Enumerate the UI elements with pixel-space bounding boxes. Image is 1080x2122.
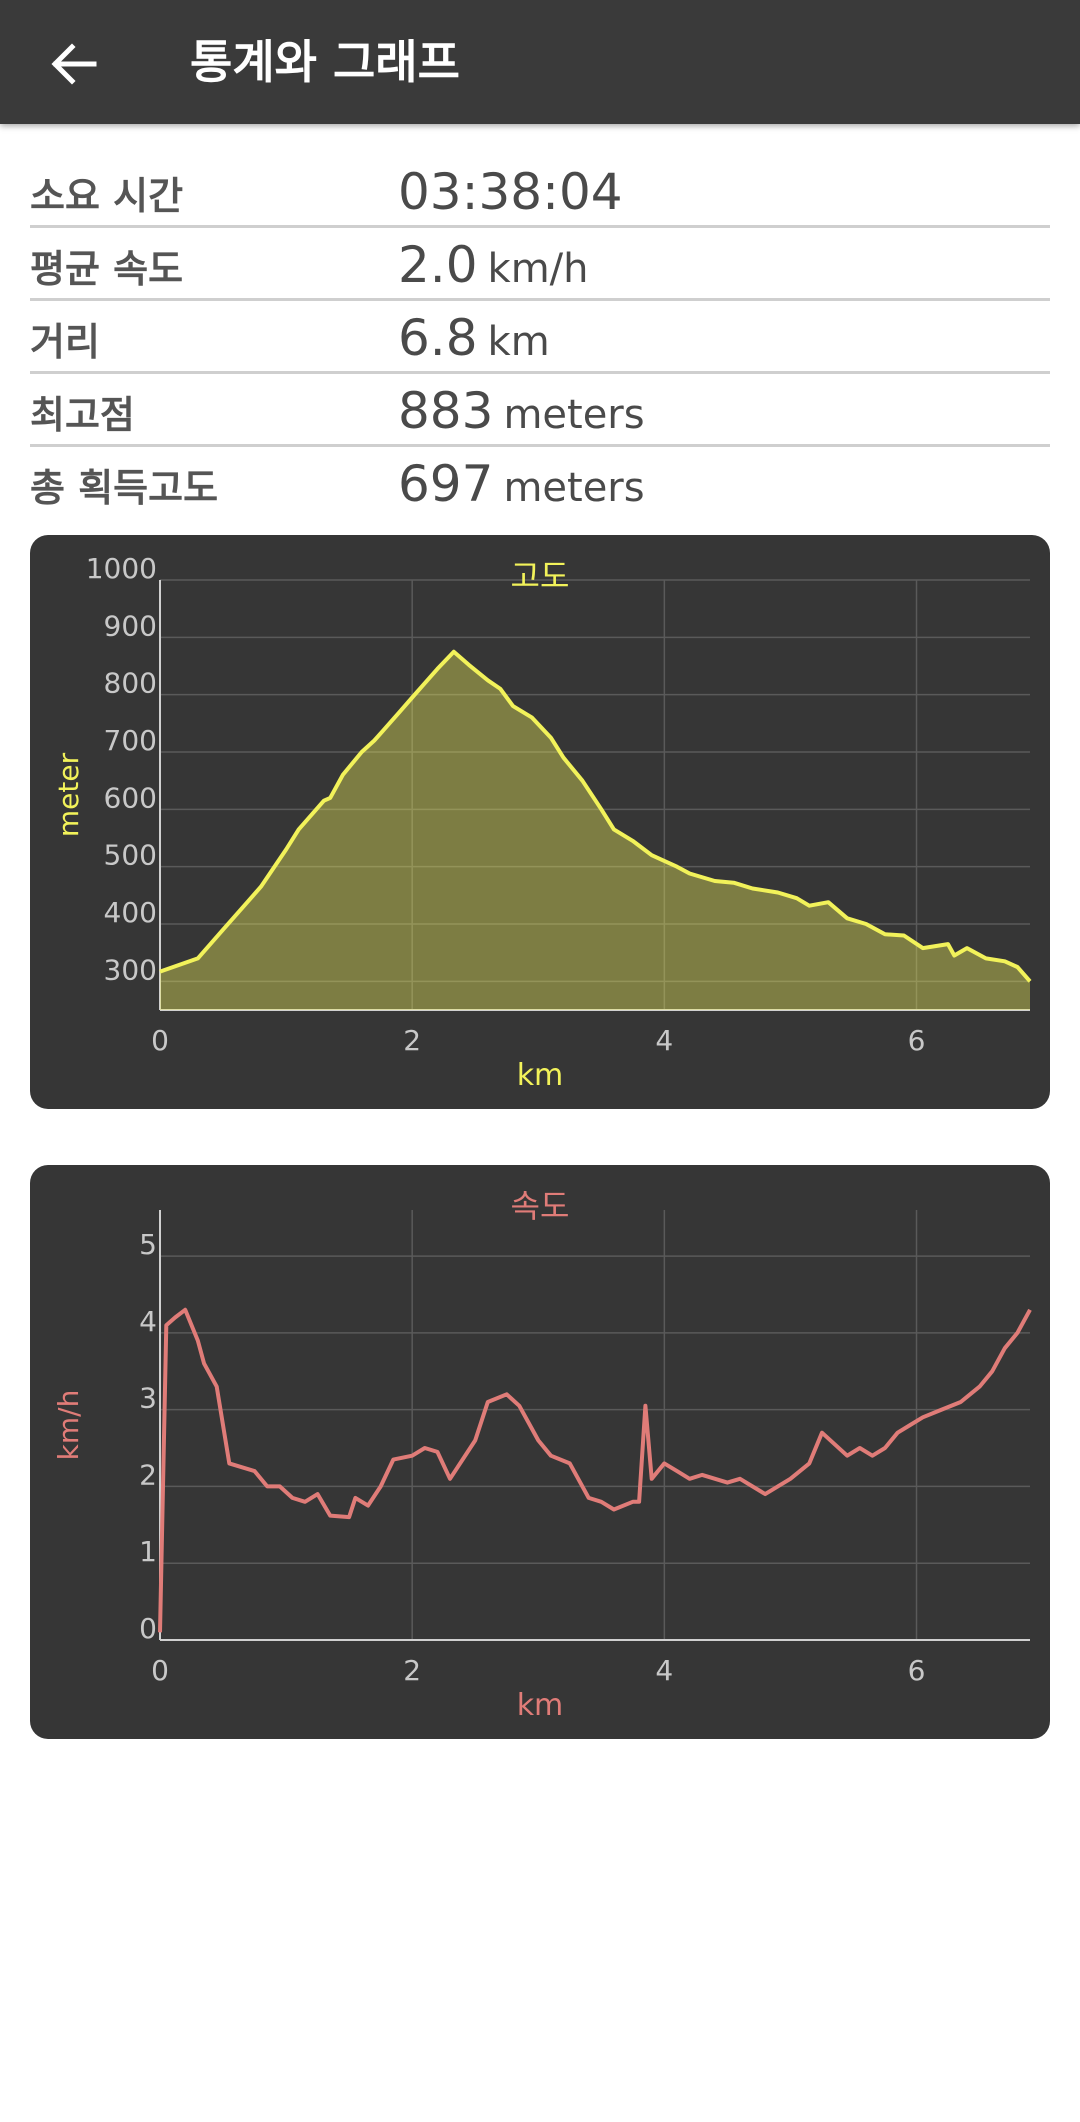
stat-value: 2.0 [398,236,478,294]
y-tick-label: 700 [104,724,157,757]
x-tick-label: 6 [908,1024,926,1057]
stat-unit: meters [503,392,645,438]
y-tick-label: 5 [139,1228,157,1261]
x-tick-label: 6 [908,1654,926,1687]
stat-row-avg-speed: 평균 속도 2.0 km/h [30,228,1050,301]
stat-value: 6.8 [398,309,478,367]
x-axis-label: km [517,1058,564,1093]
chart-title: 속도 [511,1187,570,1225]
page-title: 통계와 그래프 [190,35,460,89]
stat-label: 총 획득고도 [30,466,219,510]
stat-unit: km [487,319,550,365]
altitude-chart-card: 300 400 500 600 700 800 900 1000 0 2 4 6 고도 km meter [30,535,1050,1109]
y-tick-label: 800 [104,667,157,700]
stat-row-elevation-gain: 총 획득고도 697 meters [30,447,1050,517]
stat-row-duration: 소요 시간 03:38:04 [30,155,1050,228]
y-tick-label: 500 [104,839,157,872]
back-button[interactable] [44,34,104,94]
y-axis-label: km/h [52,1390,85,1461]
x-tick-label: 2 [403,1024,421,1057]
stat-unit: meters [503,465,645,511]
stat-row-distance: 거리 6.8 km [30,301,1050,374]
y-tick-label: 2 [139,1458,157,1491]
chart-title: 고도 [511,557,570,595]
altitude-line [159,649,1032,983]
x-tick-label: 0 [151,1654,169,1687]
speed-line [158,1307,1032,1633]
arrow-left-icon [51,43,97,85]
stat-label: 평균 속도 [30,247,184,291]
x-axis-label: km [517,1688,564,1723]
x-tick-label: 4 [655,1654,673,1687]
y-axis-label: meter [52,752,85,837]
stat-label: 소요 시간 [30,174,184,218]
stat-value: 03:38:04 [398,163,623,221]
y-tick-label: 3 [139,1382,157,1415]
stat-row-max-altitude: 최고점 883 meters [30,374,1050,447]
x-tick-label: 4 [655,1024,673,1057]
altitude-area-fill [160,651,1030,1010]
y-tick-label: 1000 [86,552,157,585]
y-tick-label: 900 [104,609,157,642]
stat-value: 883 [398,382,494,440]
altitude-chart: 300 400 500 600 700 800 900 1000 0 2 4 6 고도 km meter [52,552,1032,1093]
x-tick-label: 0 [151,1024,169,1057]
stat-label: 최고점 [30,393,135,437]
y-tick-label: 400 [104,896,157,929]
y-tick-label: 0 [139,1612,157,1645]
stat-label: 거리 [30,320,100,364]
stat-unit: km/h [487,246,589,292]
y-tick-label: 4 [139,1305,157,1338]
stat-value: 697 [398,455,494,513]
stats-table: 소요 시간 03:38:04 평균 속도 2.0 km/h 거리 6.8 km 최고… [30,155,1050,517]
y-tick-label: 600 [104,781,157,814]
x-tick-label: 2 [403,1654,421,1687]
speed-chart: 0 1 2 3 4 5 0 2 4 6 속도 km km/h [52,1187,1032,1723]
app-bar: 통계와 그래프 [0,0,1080,124]
speed-chart-card: 0 1 2 3 4 5 0 2 4 6 속도 km km/h [30,1165,1050,1739]
y-tick-label: 1 [139,1535,157,1568]
y-tick-label: 300 [104,953,157,986]
